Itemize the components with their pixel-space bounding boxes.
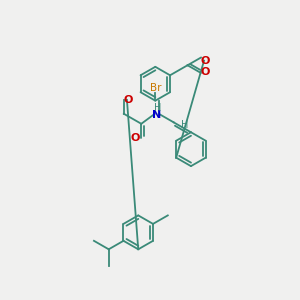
Text: O: O bbox=[130, 133, 140, 142]
Text: O: O bbox=[124, 95, 133, 105]
Text: H: H bbox=[154, 103, 162, 112]
Text: O: O bbox=[201, 67, 210, 77]
Text: O: O bbox=[200, 56, 209, 66]
Text: Br: Br bbox=[150, 82, 162, 93]
Text: N: N bbox=[152, 110, 161, 119]
Text: H: H bbox=[182, 120, 189, 130]
